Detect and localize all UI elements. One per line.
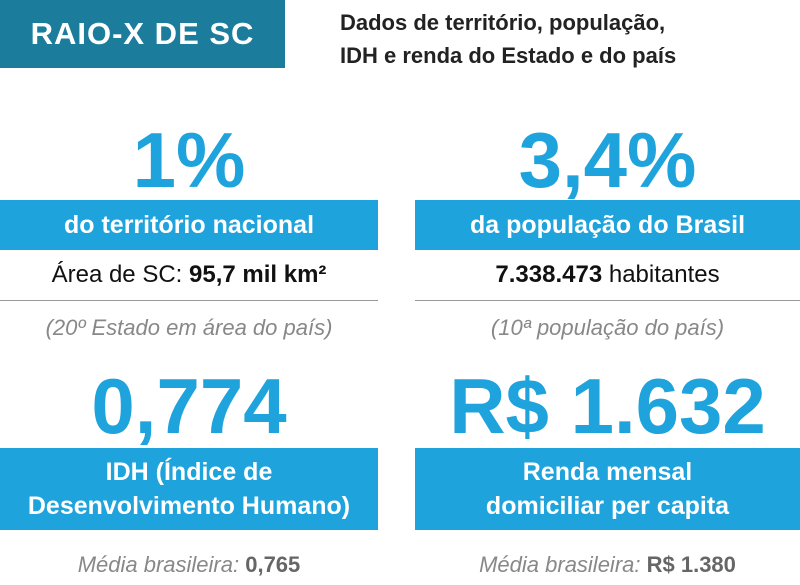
- detail: Área de SC: 95,7 mil km²: [0, 260, 378, 290]
- divider: [0, 300, 378, 301]
- label-bar: da população do Brasil: [415, 200, 800, 250]
- note: Média brasileira: R$ 1.380: [415, 551, 800, 579]
- text-part: R$ 1.380: [646, 552, 736, 577]
- note: (10ª população do país): [415, 314, 800, 342]
- big-figure: 3,4%: [518, 116, 697, 204]
- subtitle-line: IDH e renda do Estado e do país: [340, 43, 677, 68]
- text-part: Área de SC:: [51, 261, 189, 288]
- header-title: RAIO-X DE SC: [0, 0, 285, 68]
- big-figure: 0,774: [91, 362, 287, 450]
- text-part: Média brasileira:: [77, 552, 246, 577]
- text-part: habitantes: [602, 261, 720, 288]
- text-part: 7.338.473: [495, 261, 603, 288]
- text-part: (10ª população do país): [490, 315, 725, 340]
- note: Média brasileira: 0,765: [0, 551, 378, 579]
- text-part: Média brasileira:: [479, 552, 647, 577]
- divider: [415, 300, 800, 301]
- label-bar: Renda mensal domiciliar per capita: [415, 448, 800, 530]
- big-figure: 1%: [132, 116, 246, 204]
- detail: 7.338.473 habitantes: [415, 260, 800, 290]
- text-part: (20º Estado em área do país): [45, 315, 333, 340]
- label-line: IDH (Índice de: [105, 458, 273, 486]
- subtitle-line: Dados de território, população,: [340, 10, 666, 35]
- label-bar: IDH (Índice de Desenvolvimento Humano): [0, 448, 378, 530]
- subtitle: Dados de território, população, IDH e re…: [340, 6, 800, 72]
- note: (20º Estado em área do país): [0, 314, 378, 342]
- text-part: 0,765: [245, 552, 301, 577]
- label-line: do território nacional: [63, 211, 315, 239]
- label-line: Renda mensal: [522, 458, 693, 486]
- label-bar: do território nacional: [0, 200, 378, 250]
- label-line: Desenvolvimento Humano): [27, 492, 351, 520]
- label-line: domiciliar per capita: [485, 492, 730, 520]
- text-part: 95,7 mil km²: [189, 261, 327, 288]
- big-figure: R$ 1.632: [449, 362, 766, 450]
- label-line: da população do Brasil: [469, 211, 746, 239]
